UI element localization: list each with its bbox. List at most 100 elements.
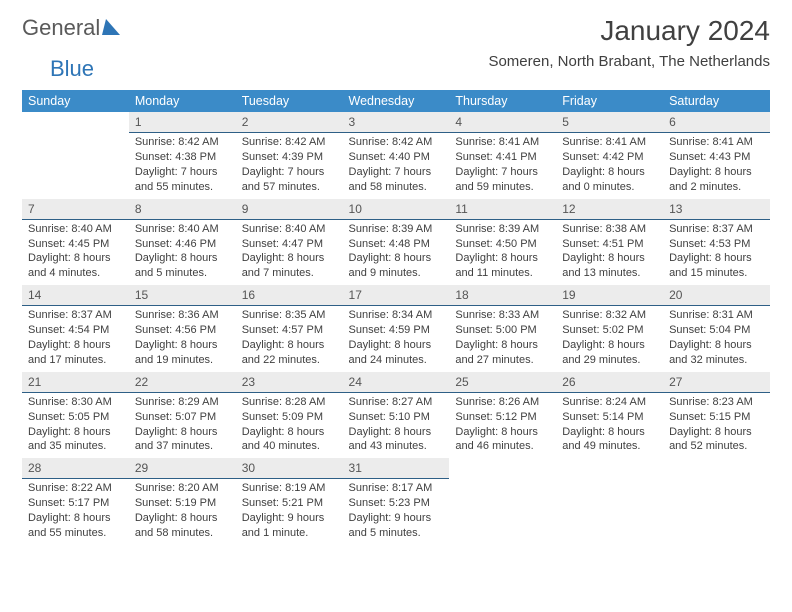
calendar-cell <box>663 458 770 545</box>
sunrise-text: Sunrise: 8:22 AM <box>28 481 123 496</box>
calendar-cell: 28Sunrise: 8:22 AMSunset: 5:17 PMDayligh… <box>22 458 129 545</box>
day-detail: Sunrise: 8:36 AMSunset: 4:56 PMDaylight:… <box>129 306 236 371</box>
day-detail: Sunrise: 8:41 AMSunset: 4:43 PMDaylight:… <box>663 133 770 198</box>
sunset-text: Sunset: 4:38 PM <box>135 150 230 165</box>
calendar-cell: 8Sunrise: 8:40 AMSunset: 4:46 PMDaylight… <box>129 199 236 286</box>
calendar-table: Sunday Monday Tuesday Wednesday Thursday… <box>22 90 770 545</box>
sunset-text: Sunset: 5:05 PM <box>28 410 123 425</box>
logo-word2: Blue <box>50 56 94 81</box>
calendar-row: 28Sunrise: 8:22 AMSunset: 5:17 PMDayligh… <box>22 458 770 545</box>
day-number: 20 <box>663 285 770 306</box>
sunrise-text: Sunrise: 8:39 AM <box>455 222 550 237</box>
sunrise-text: Sunrise: 8:26 AM <box>455 395 550 410</box>
daylight-text: Daylight: 8 hours and 49 minutes. <box>562 425 657 455</box>
day-number: 17 <box>343 285 450 306</box>
day-detail: Sunrise: 8:41 AMSunset: 4:42 PMDaylight:… <box>556 133 663 198</box>
day-number: 13 <box>663 199 770 220</box>
logo-word1: General <box>22 15 100 41</box>
day-number: 29 <box>129 458 236 479</box>
daylight-text: Daylight: 9 hours and 1 minute. <box>242 511 337 541</box>
day-detail: Sunrise: 8:30 AMSunset: 5:05 PMDaylight:… <box>22 393 129 458</box>
daylight-text: Daylight: 8 hours and 58 minutes. <box>135 511 230 541</box>
daylight-text: Daylight: 8 hours and 9 minutes. <box>349 251 444 281</box>
sunset-text: Sunset: 4:43 PM <box>669 150 764 165</box>
daylight-text: Daylight: 8 hours and 55 minutes. <box>28 511 123 541</box>
day-number: 19 <box>556 285 663 306</box>
sunset-text: Sunset: 4:39 PM <box>242 150 337 165</box>
sunset-text: Sunset: 5:07 PM <box>135 410 230 425</box>
sunrise-text: Sunrise: 8:36 AM <box>135 308 230 323</box>
day-detail: Sunrise: 8:33 AMSunset: 5:00 PMDaylight:… <box>449 306 556 371</box>
calendar-cell: 18Sunrise: 8:33 AMSunset: 5:00 PMDayligh… <box>449 285 556 372</box>
day-detail: Sunrise: 8:28 AMSunset: 5:09 PMDaylight:… <box>236 393 343 458</box>
sunrise-text: Sunrise: 8:41 AM <box>669 135 764 150</box>
calendar-cell: 6Sunrise: 8:41 AMSunset: 4:43 PMDaylight… <box>663 112 770 199</box>
sunrise-text: Sunrise: 8:31 AM <box>669 308 764 323</box>
sunset-text: Sunset: 5:12 PM <box>455 410 550 425</box>
calendar-cell: 30Sunrise: 8:19 AMSunset: 5:21 PMDayligh… <box>236 458 343 545</box>
day-detail: Sunrise: 8:39 AMSunset: 4:48 PMDaylight:… <box>343 220 450 285</box>
sunrise-text: Sunrise: 8:41 AM <box>455 135 550 150</box>
calendar-cell <box>449 458 556 545</box>
daylight-text: Daylight: 8 hours and 32 minutes. <box>669 338 764 368</box>
day-detail: Sunrise: 8:32 AMSunset: 5:02 PMDaylight:… <box>556 306 663 371</box>
sunrise-text: Sunrise: 8:30 AM <box>28 395 123 410</box>
daylight-text: Daylight: 8 hours and 46 minutes. <box>455 425 550 455</box>
day-number: 10 <box>343 199 450 220</box>
day-number: 8 <box>129 199 236 220</box>
day-number: 9 <box>236 199 343 220</box>
calendar-cell: 4Sunrise: 8:41 AMSunset: 4:41 PMDaylight… <box>449 112 556 199</box>
calendar-cell: 31Sunrise: 8:17 AMSunset: 5:23 PMDayligh… <box>343 458 450 545</box>
sunset-text: Sunset: 5:19 PM <box>135 496 230 511</box>
day-number: 11 <box>449 199 556 220</box>
day-detail: Sunrise: 8:35 AMSunset: 4:57 PMDaylight:… <box>236 306 343 371</box>
calendar-cell: 15Sunrise: 8:36 AMSunset: 4:56 PMDayligh… <box>129 285 236 372</box>
day-detail: Sunrise: 8:20 AMSunset: 5:19 PMDaylight:… <box>129 479 236 544</box>
day-detail: Sunrise: 8:40 AMSunset: 4:46 PMDaylight:… <box>129 220 236 285</box>
day-number: 30 <box>236 458 343 479</box>
sunset-text: Sunset: 5:00 PM <box>455 323 550 338</box>
sunrise-text: Sunrise: 8:37 AM <box>28 308 123 323</box>
daylight-text: Daylight: 8 hours and 35 minutes. <box>28 425 123 455</box>
calendar-cell: 26Sunrise: 8:24 AMSunset: 5:14 PMDayligh… <box>556 372 663 459</box>
sunset-text: Sunset: 4:47 PM <box>242 237 337 252</box>
sunset-text: Sunset: 5:15 PM <box>669 410 764 425</box>
calendar-row: 1Sunrise: 8:42 AMSunset: 4:38 PMDaylight… <box>22 112 770 199</box>
sunset-text: Sunset: 5:21 PM <box>242 496 337 511</box>
sunset-text: Sunset: 4:54 PM <box>28 323 123 338</box>
calendar-cell: 5Sunrise: 8:41 AMSunset: 4:42 PMDaylight… <box>556 112 663 199</box>
day-detail: Sunrise: 8:23 AMSunset: 5:15 PMDaylight:… <box>663 393 770 458</box>
daylight-text: Daylight: 8 hours and 52 minutes. <box>669 425 764 455</box>
calendar-row: 21Sunrise: 8:30 AMSunset: 5:05 PMDayligh… <box>22 372 770 459</box>
sunset-text: Sunset: 4:40 PM <box>349 150 444 165</box>
day-detail: Sunrise: 8:27 AMSunset: 5:10 PMDaylight:… <box>343 393 450 458</box>
day-number: 4 <box>449 112 556 133</box>
day-number: 25 <box>449 372 556 393</box>
weekday-header-row: Sunday Monday Tuesday Wednesday Thursday… <box>22 90 770 112</box>
daylight-text: Daylight: 8 hours and 4 minutes. <box>28 251 123 281</box>
sunrise-text: Sunrise: 8:28 AM <box>242 395 337 410</box>
daylight-text: Daylight: 8 hours and 2 minutes. <box>669 165 764 195</box>
day-detail: Sunrise: 8:24 AMSunset: 5:14 PMDaylight:… <box>556 393 663 458</box>
sunset-text: Sunset: 5:04 PM <box>669 323 764 338</box>
daylight-text: Daylight: 8 hours and 27 minutes. <box>455 338 550 368</box>
calendar-cell: 7Sunrise: 8:40 AMSunset: 4:45 PMDaylight… <box>22 199 129 286</box>
day-detail: Sunrise: 8:40 AMSunset: 4:45 PMDaylight:… <box>22 220 129 285</box>
sunrise-text: Sunrise: 8:29 AM <box>135 395 230 410</box>
sunset-text: Sunset: 4:53 PM <box>669 237 764 252</box>
calendar-cell: 20Sunrise: 8:31 AMSunset: 5:04 PMDayligh… <box>663 285 770 372</box>
daylight-text: Daylight: 8 hours and 29 minutes. <box>562 338 657 368</box>
sunrise-text: Sunrise: 8:33 AM <box>455 308 550 323</box>
sunrise-text: Sunrise: 8:41 AM <box>562 135 657 150</box>
calendar-cell: 12Sunrise: 8:38 AMSunset: 4:51 PMDayligh… <box>556 199 663 286</box>
daylight-text: Daylight: 9 hours and 5 minutes. <box>349 511 444 541</box>
daylight-text: Daylight: 8 hours and 22 minutes. <box>242 338 337 368</box>
day-number: 31 <box>343 458 450 479</box>
calendar-cell: 29Sunrise: 8:20 AMSunset: 5:19 PMDayligh… <box>129 458 236 545</box>
sunrise-text: Sunrise: 8:40 AM <box>135 222 230 237</box>
calendar-cell: 23Sunrise: 8:28 AMSunset: 5:09 PMDayligh… <box>236 372 343 459</box>
calendar-row: 14Sunrise: 8:37 AMSunset: 4:54 PMDayligh… <box>22 285 770 372</box>
daylight-text: Daylight: 8 hours and 11 minutes. <box>455 251 550 281</box>
sunset-text: Sunset: 5:10 PM <box>349 410 444 425</box>
day-detail: Sunrise: 8:31 AMSunset: 5:04 PMDaylight:… <box>663 306 770 371</box>
